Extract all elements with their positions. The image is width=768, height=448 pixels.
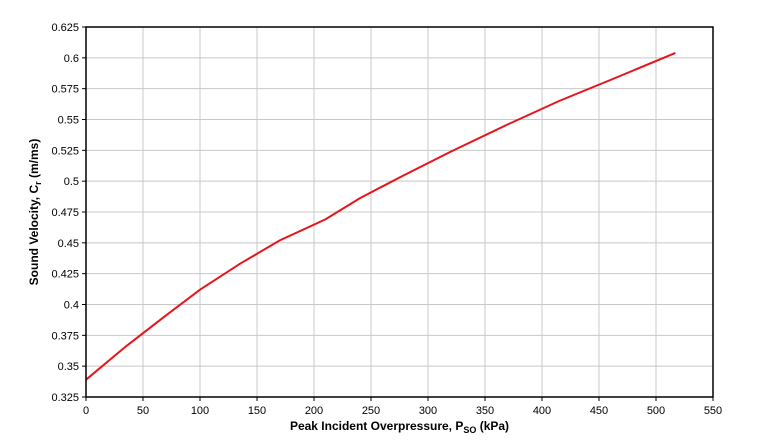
x-axis-title-main: Peak Incident Overpressure, P <box>290 419 463 433</box>
x-axis-title-tail: (kPa) <box>476 419 509 433</box>
y-tick-label: 0.425 <box>51 269 79 281</box>
x-tick-label: 200 <box>305 405 323 417</box>
x-tick-label: 100 <box>191 405 209 417</box>
y-tick-label: 0.375 <box>51 330 79 342</box>
y-tick-label: 0.625 <box>51 22 79 34</box>
x-tick-label: 0 <box>83 405 89 417</box>
series-line <box>85 51 676 381</box>
x-tick-label: 350 <box>476 405 494 417</box>
x-axis-title-subscript: SO <box>463 425 476 435</box>
x-tick-labels: 0 50 100 150 200 250 300 350 400 450 500 550 <box>83 405 722 417</box>
y-tick-label: 0.55 <box>58 115 79 127</box>
grid <box>85 26 714 398</box>
y-tick-label: 0.325 <box>51 392 79 404</box>
x-tick-label: 500 <box>647 405 665 417</box>
y-axis-title-subscript: r <box>33 181 43 185</box>
x-tick-label: 300 <box>419 405 437 417</box>
x-tick-label: 50 <box>137 405 149 417</box>
y-tick-label: 0.6 <box>64 53 79 65</box>
x-tick-label: 400 <box>533 405 551 417</box>
y-tick-label: 0.475 <box>51 207 79 219</box>
y-axis-title-tail: (m/ms) <box>27 139 41 182</box>
series-layer <box>85 51 676 381</box>
y-tick-label: 0.575 <box>51 84 79 96</box>
x-tick-label: 250 <box>362 405 380 417</box>
x-tick-label: 550 <box>704 405 722 417</box>
x-axis-title: Peak Incident Overpressure, PSO (kPa) <box>290 419 509 435</box>
y-tick-label: 0.45 <box>58 238 79 250</box>
y-axis-title: Sound Velocity, Cr (m/ms) <box>27 139 43 286</box>
x-tick-label: 450 <box>590 405 608 417</box>
y-tick-label: 0.525 <box>51 145 79 157</box>
y-tick-label: 0.4 <box>64 300 79 312</box>
x-tick-label: 150 <box>248 405 266 417</box>
y-tick-label: 0.5 <box>64 176 79 188</box>
y-tick-labels: 0.325 0.35 0.375 0.4 0.425 0.45 0.475 0.5 0.525 0… <box>51 22 79 404</box>
y-axis-title-main: Sound Velocity, C <box>27 185 41 286</box>
tick-marks <box>82 26 714 401</box>
y-tick-label: 0.35 <box>58 361 79 373</box>
